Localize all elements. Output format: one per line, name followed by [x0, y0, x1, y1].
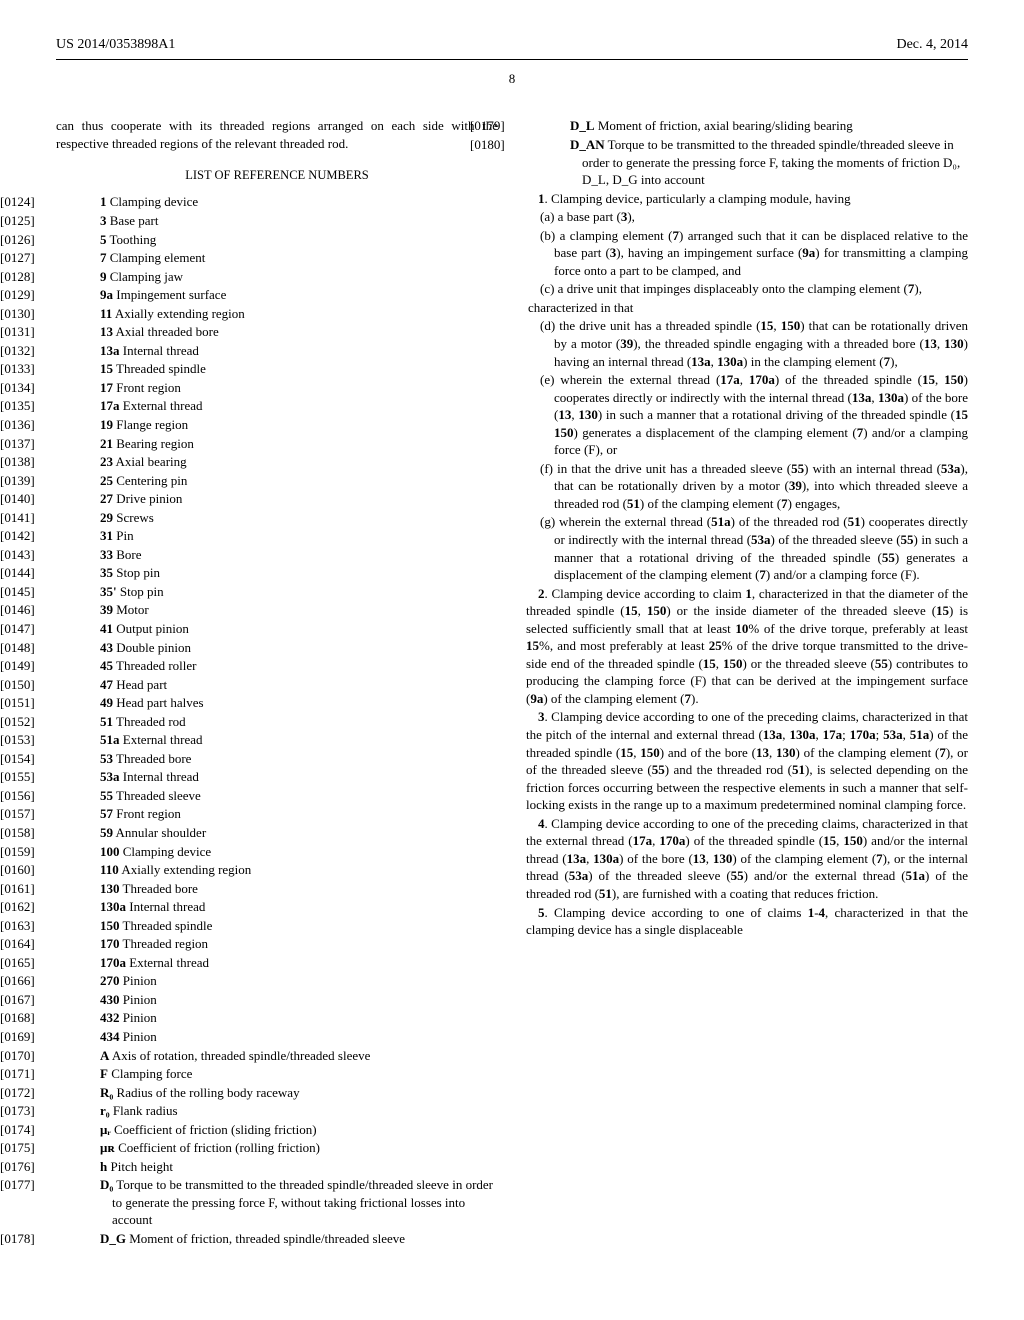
- reference-item: [0180]D_AN Torque to be transmitted to t…: [526, 136, 968, 189]
- reference-item: [0174]μᵣ Coefficient of friction (slidin…: [56, 1121, 498, 1139]
- reference-item: [0154]53 Threaded bore: [56, 750, 498, 768]
- reference-item: [0164]170 Threaded region: [56, 935, 498, 953]
- reference-item: [0138]23 Axial bearing: [56, 453, 498, 471]
- claim-1-g: (g) wherein the external thread (51a) of…: [526, 513, 968, 583]
- claim-5: 5. Clamping device according to one of c…: [526, 904, 968, 939]
- content-columns: can thus cooperate with its threaded reg…: [56, 117, 968, 1248]
- reference-list: [0124]1 Clamping device[0125]3 Base part…: [56, 193, 498, 1247]
- reference-item: [0135]17a External thread: [56, 397, 498, 415]
- reference-item: [0165]170a External thread: [56, 954, 498, 972]
- reference-item: [0172]R₀ Radius of the rolling body race…: [56, 1084, 498, 1102]
- claim-2: 2. Clamping device according to claim 1,…: [526, 585, 968, 708]
- reference-item: [0166]270 Pinion: [56, 972, 498, 990]
- reference-item: [0132]13a Internal thread: [56, 342, 498, 360]
- reference-item: [0134]17 Front region: [56, 379, 498, 397]
- reference-item: [0139]25 Centering pin: [56, 472, 498, 490]
- claim-3: 3. Clamping device according to one of t…: [526, 708, 968, 813]
- reference-item: [0126]5 Toothing: [56, 231, 498, 249]
- reference-item: [0146]39 Motor: [56, 601, 498, 619]
- reference-item: [0124]1 Clamping device: [56, 193, 498, 211]
- reference-item: [0169]434 Pinion: [56, 1028, 498, 1046]
- reference-item: [0142]31 Pin: [56, 527, 498, 545]
- reference-item: [0152]51 Threaded rod: [56, 713, 498, 731]
- reference-list-title: LIST OF REFERENCE NUMBERS: [56, 167, 498, 184]
- reference-item: [0143]33 Bore: [56, 546, 498, 564]
- reference-item: [0177]D₀ Torque to be transmitted to the…: [56, 1176, 498, 1229]
- left-column: can thus cooperate with its threaded reg…: [56, 117, 498, 1248]
- header-pub-number: US 2014/0353898A1: [56, 36, 175, 55]
- reference-item: [0130]11 Axially extending region: [56, 305, 498, 323]
- reference-item: [0131]13 Axial threaded bore: [56, 323, 498, 341]
- reference-item: [0157]57 Front region: [56, 805, 498, 823]
- reference-item: [0150]47 Head part: [56, 676, 498, 694]
- claim-1-e: (e) wherein the external thread (17a, 17…: [526, 371, 968, 459]
- reference-item: [0151]49 Head part halves: [56, 694, 498, 712]
- reference-item: [0163]150 Threaded spindle: [56, 917, 498, 935]
- reference-item: [0140]27 Drive pinion: [56, 490, 498, 508]
- reference-item: [0173]r₀ Flank radius: [56, 1102, 498, 1120]
- reference-item: [0129]9a Impingement surface: [56, 286, 498, 304]
- reference-item: [0155]53a Internal thread: [56, 768, 498, 786]
- reference-item: [0153]51a External thread: [56, 731, 498, 749]
- reference-item: [0137]21 Bearing region: [56, 435, 498, 453]
- reference-item: [0161]130 Threaded bore: [56, 880, 498, 898]
- reference-item: [0178]D_G Moment of friction, threaded s…: [56, 1230, 498, 1248]
- claim-1-lead: 1. Clamping device, particularly a clamp…: [526, 190, 968, 208]
- reference-item: [0148]43 Double pinion: [56, 639, 498, 657]
- claim-1-b: (b) a clamping element (7) arranged such…: [526, 227, 968, 280]
- top-reference-list: [0179]D_L Moment of friction, axial bear…: [526, 117, 968, 188]
- page-header: US 2014/0353898A1 Dec. 4, 2014: [56, 36, 968, 55]
- reference-item: [0168]432 Pinion: [56, 1009, 498, 1027]
- reference-item: [0147]41 Output pinion: [56, 620, 498, 638]
- reference-item: [0136]19 Flange region: [56, 416, 498, 434]
- reference-item: [0171]F Clamping force: [56, 1065, 498, 1083]
- reference-item: [0128]9 Clamping jaw: [56, 268, 498, 286]
- claim-1-d: (d) the drive unit has a threaded spindl…: [526, 317, 968, 370]
- reference-item: [0170]A Axis of rotation, threaded spind…: [56, 1047, 498, 1065]
- reference-item: [0125]3 Base part: [56, 212, 498, 230]
- header-rule: [56, 59, 968, 60]
- claim-1-f: (f) in that the drive unit has a threade…: [526, 460, 968, 513]
- page-number: 8: [56, 70, 968, 88]
- reference-item: [0149]45 Threaded roller: [56, 657, 498, 675]
- header-date: Dec. 4, 2014: [896, 36, 968, 55]
- reference-item: [0145]35' Stop pin: [56, 583, 498, 601]
- reference-item: [0141]29 Screws: [56, 509, 498, 527]
- reference-item: [0159]100 Clamping device: [56, 843, 498, 861]
- claim-4: 4. Clamping device according to one of t…: [526, 815, 968, 903]
- reference-item: [0133]15 Threaded spindle: [56, 360, 498, 378]
- claim-1-a: (a) a base part (3),: [526, 208, 968, 226]
- reference-item: [0158]59 Annular shoulder: [56, 824, 498, 842]
- reference-item: [0160]110 Axially extending region: [56, 861, 498, 879]
- right-column: [0179]D_L Moment of friction, axial bear…: [526, 117, 968, 1248]
- reference-item: [0167]430 Pinion: [56, 991, 498, 1009]
- reference-item: [0144]35 Stop pin: [56, 564, 498, 582]
- claim-1-characterized: characterized in that: [526, 299, 968, 317]
- reference-item: [0175]μʀ Coefficient of friction (rollin…: [56, 1139, 498, 1157]
- reference-item: [0156]55 Threaded sleeve: [56, 787, 498, 805]
- reference-item: [0162]130a Internal thread: [56, 898, 498, 916]
- intro-paragraph: can thus cooperate with its threaded reg…: [56, 117, 498, 152]
- claim-1-c: (c) a drive unit that impinges displacea…: [526, 280, 968, 298]
- reference-item: [0179]D_L Moment of friction, axial bear…: [526, 117, 968, 135]
- reference-item: [0127]7 Clamping element: [56, 249, 498, 267]
- reference-item: [0176]h Pitch height: [56, 1158, 498, 1176]
